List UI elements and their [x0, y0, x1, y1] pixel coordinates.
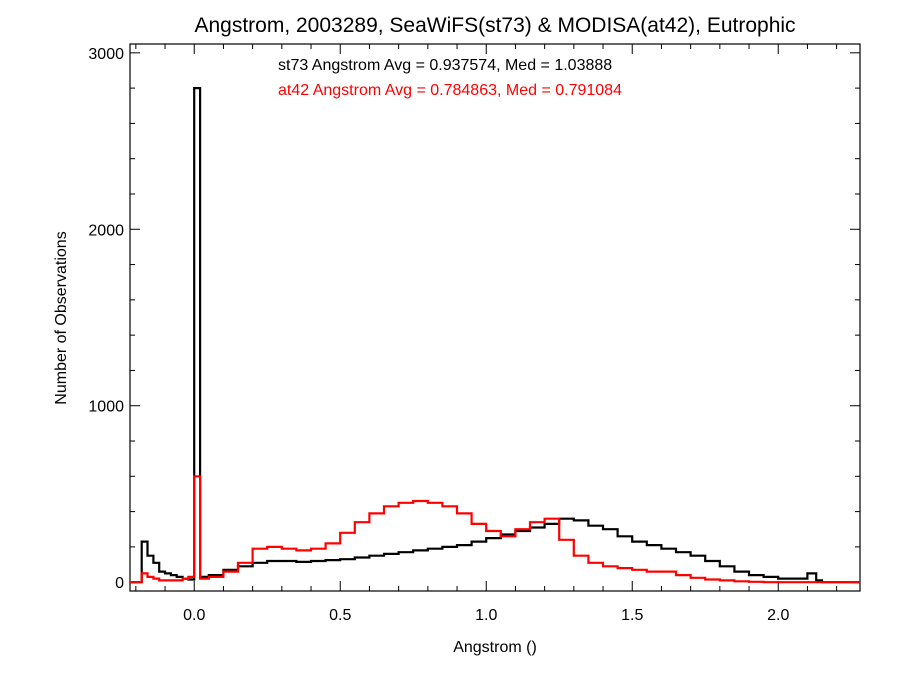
series-at42-histogram: [130, 475, 860, 584]
x-tick-label: 1.5: [621, 607, 643, 624]
x-tick-label: 1.0: [475, 607, 497, 624]
axis-ticks: 0.0 0.5 1.0 1.5 2.0 0 1000 2000 3000: [88, 44, 860, 624]
plot-area: [129, 43, 861, 592]
y-tick-label: 3000: [88, 46, 124, 63]
y-tick-label: 0: [115, 575, 124, 592]
y-axis-label: Number of Observations: [53, 231, 70, 404]
chart-title: Angstrom, 2003289, SeaWiFS(st73) & MODIS…: [194, 14, 795, 37]
annotation-at42: at42 Angstrom Avg = 0.784863, Med = 0.79…: [278, 82, 622, 99]
series-layer: [130, 87, 860, 584]
x-tick-label: 2.0: [767, 607, 789, 624]
x-axis-label: Angstrom (): [453, 639, 537, 656]
annotation-st73: st73 Angstrom Avg = 0.937574, Med = 1.03…: [278, 57, 612, 74]
y-tick-label: 2000: [88, 222, 124, 239]
x-tick-label: 0.0: [183, 607, 205, 624]
y-tick-label: 1000: [88, 399, 124, 416]
series-st73-histogram: [130, 87, 860, 584]
x-tick-label: 0.5: [329, 607, 351, 624]
